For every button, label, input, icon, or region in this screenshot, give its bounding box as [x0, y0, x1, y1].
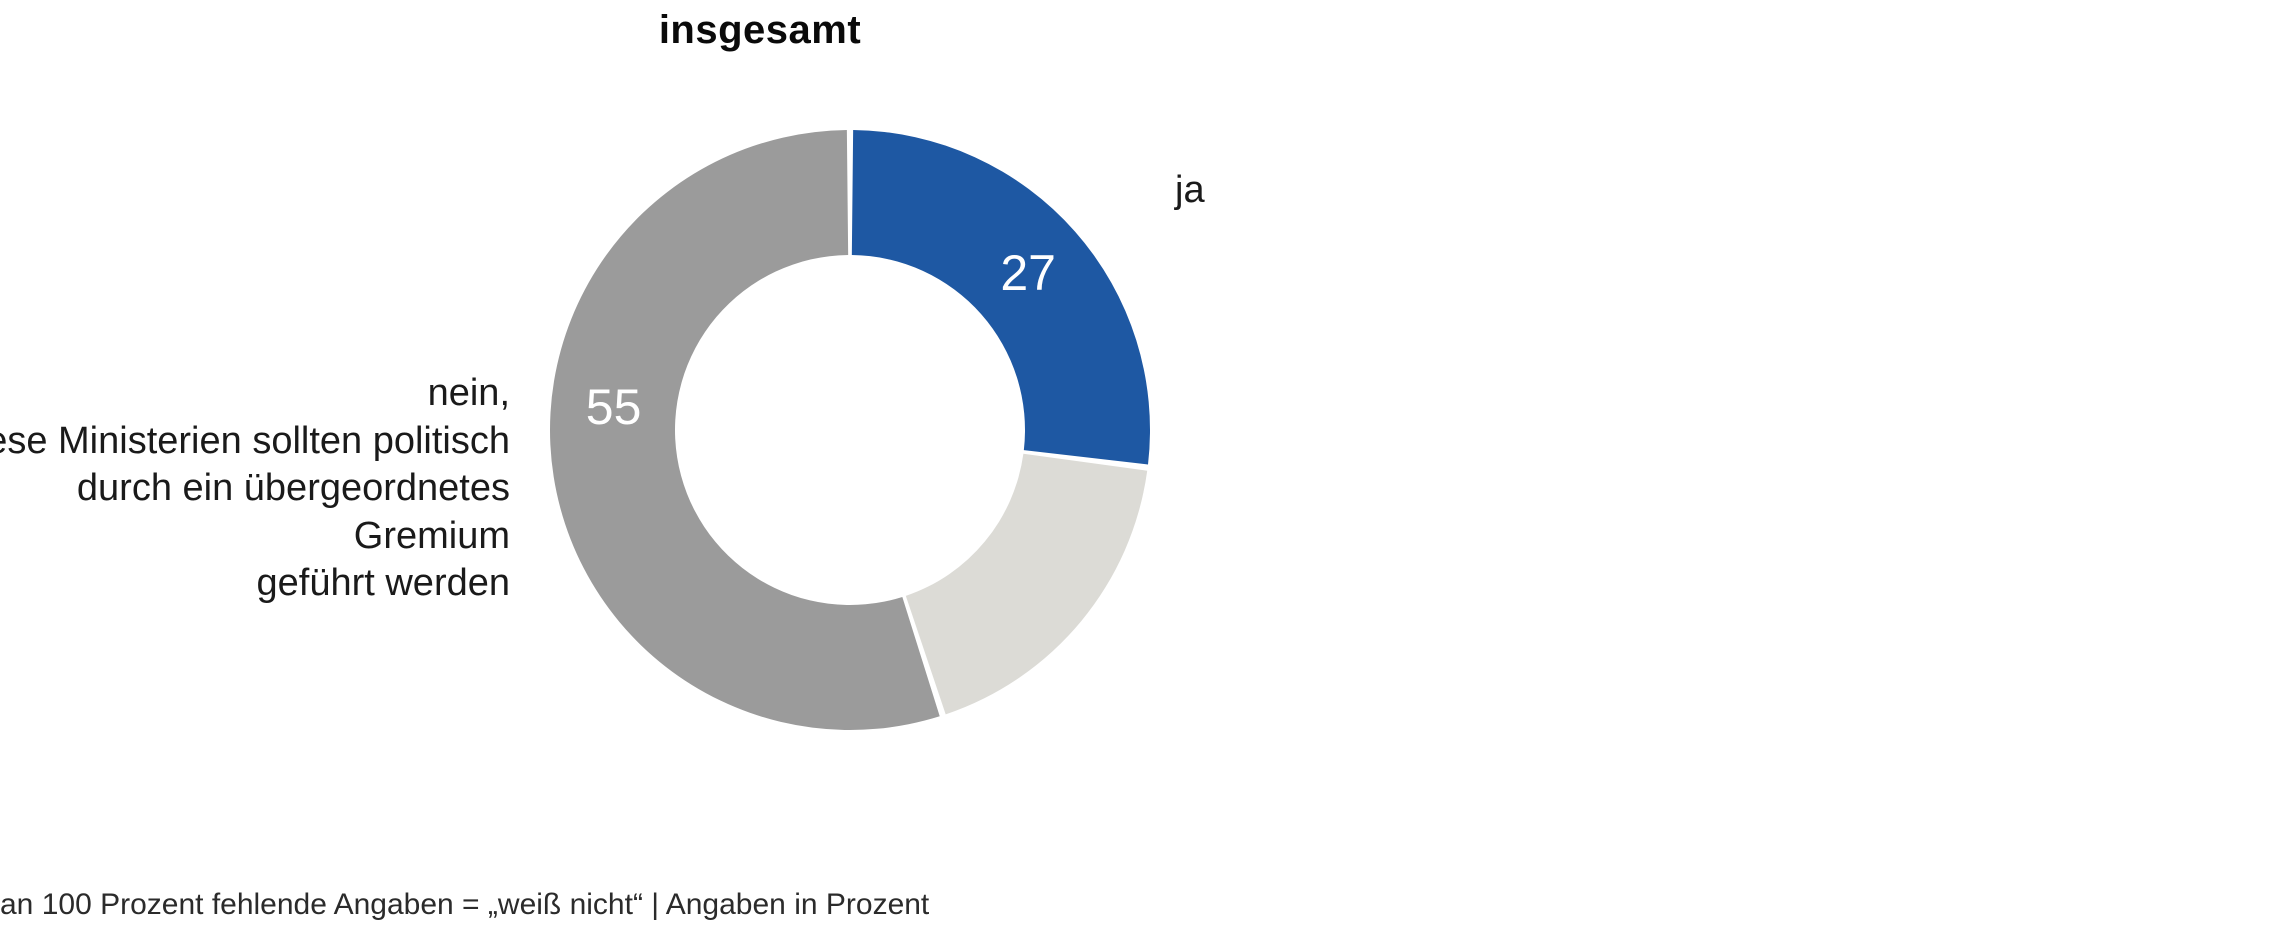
label-ja: ja [1175, 170, 1205, 212]
footnote: an 100 Prozent fehlende Angaben = „weiß … [0, 888, 929, 922]
label-nein-line4: geführt werden [0, 560, 510, 608]
label-nein: nein, diese Ministerien sollten politisc… [0, 370, 510, 608]
value-nein: 55 [586, 379, 642, 435]
value-ja: 27 [1000, 245, 1056, 301]
donut-chart: 27 55 [510, 90, 1190, 770]
chart-title: insgesamt [0, 8, 1520, 53]
slice-weiss_nicht [906, 454, 1147, 715]
label-nein-line2: diese Ministerien sollten politisch [0, 418, 510, 466]
label-nein-line3: durch ein übergeordnetes Gremium [0, 465, 510, 560]
label-nein-line1: nein, [0, 370, 510, 418]
